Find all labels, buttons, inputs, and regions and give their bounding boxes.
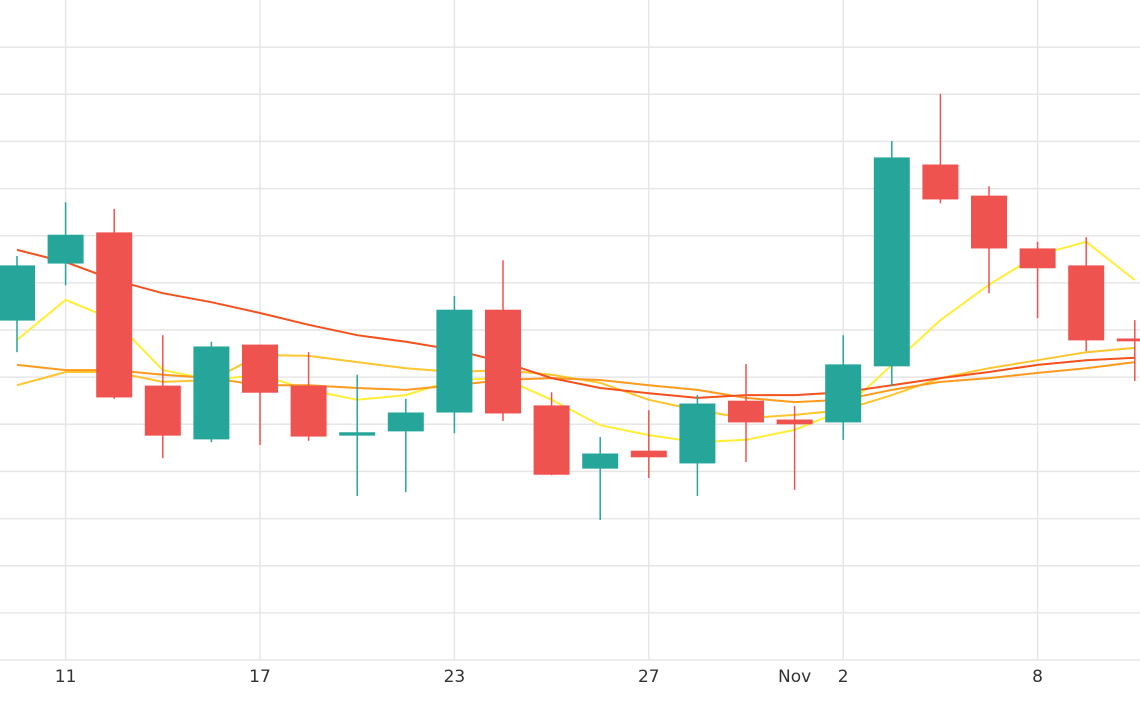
x-tick-label: 8: [1032, 667, 1043, 687]
candle-body: [485, 309, 521, 414]
x-tick-label: 11: [55, 667, 77, 687]
candle-body: [1116, 338, 1140, 342]
moving-averages: [16, 240, 1136, 444]
candle-body: [96, 232, 133, 398]
candle-body: [825, 364, 862, 423]
candle-body: [290, 385, 327, 437]
candle-body: [47, 234, 84, 264]
x-axis: 11 17 23 27 Nov 2 8: [55, 667, 1043, 687]
x-tick-label: 23: [444, 667, 466, 687]
candle-body: [1068, 265, 1105, 341]
candle-body: [630, 450, 667, 458]
candle-body: [533, 405, 570, 475]
candles: [0, 93, 1140, 520]
candle-body: [242, 344, 278, 393]
candle-body: [339, 432, 376, 436]
candle-body: [193, 346, 230, 440]
moving-average-line: [16, 240, 1136, 444]
candle-body: [144, 385, 181, 436]
x-tick-label: 17: [249, 667, 271, 687]
candle-body: [776, 419, 813, 425]
x-tick-label: Nov: [778, 667, 811, 687]
candle-body: [971, 195, 1007, 249]
x-tick-label: 27: [638, 667, 660, 687]
candle-body: [873, 157, 910, 367]
candle-body: [0, 265, 35, 321]
candle-body: [387, 412, 424, 432]
candle-body: [436, 309, 473, 413]
candle-body: [728, 400, 764, 423]
grid: [0, 0, 1140, 661]
x-tick-label: 2: [838, 667, 849, 687]
moving-average-line: [16, 248, 1135, 399]
candle-body: [582, 453, 619, 469]
candle-body: [1019, 248, 1056, 269]
candle-body: [922, 164, 959, 200]
candle-body: [679, 403, 716, 464]
